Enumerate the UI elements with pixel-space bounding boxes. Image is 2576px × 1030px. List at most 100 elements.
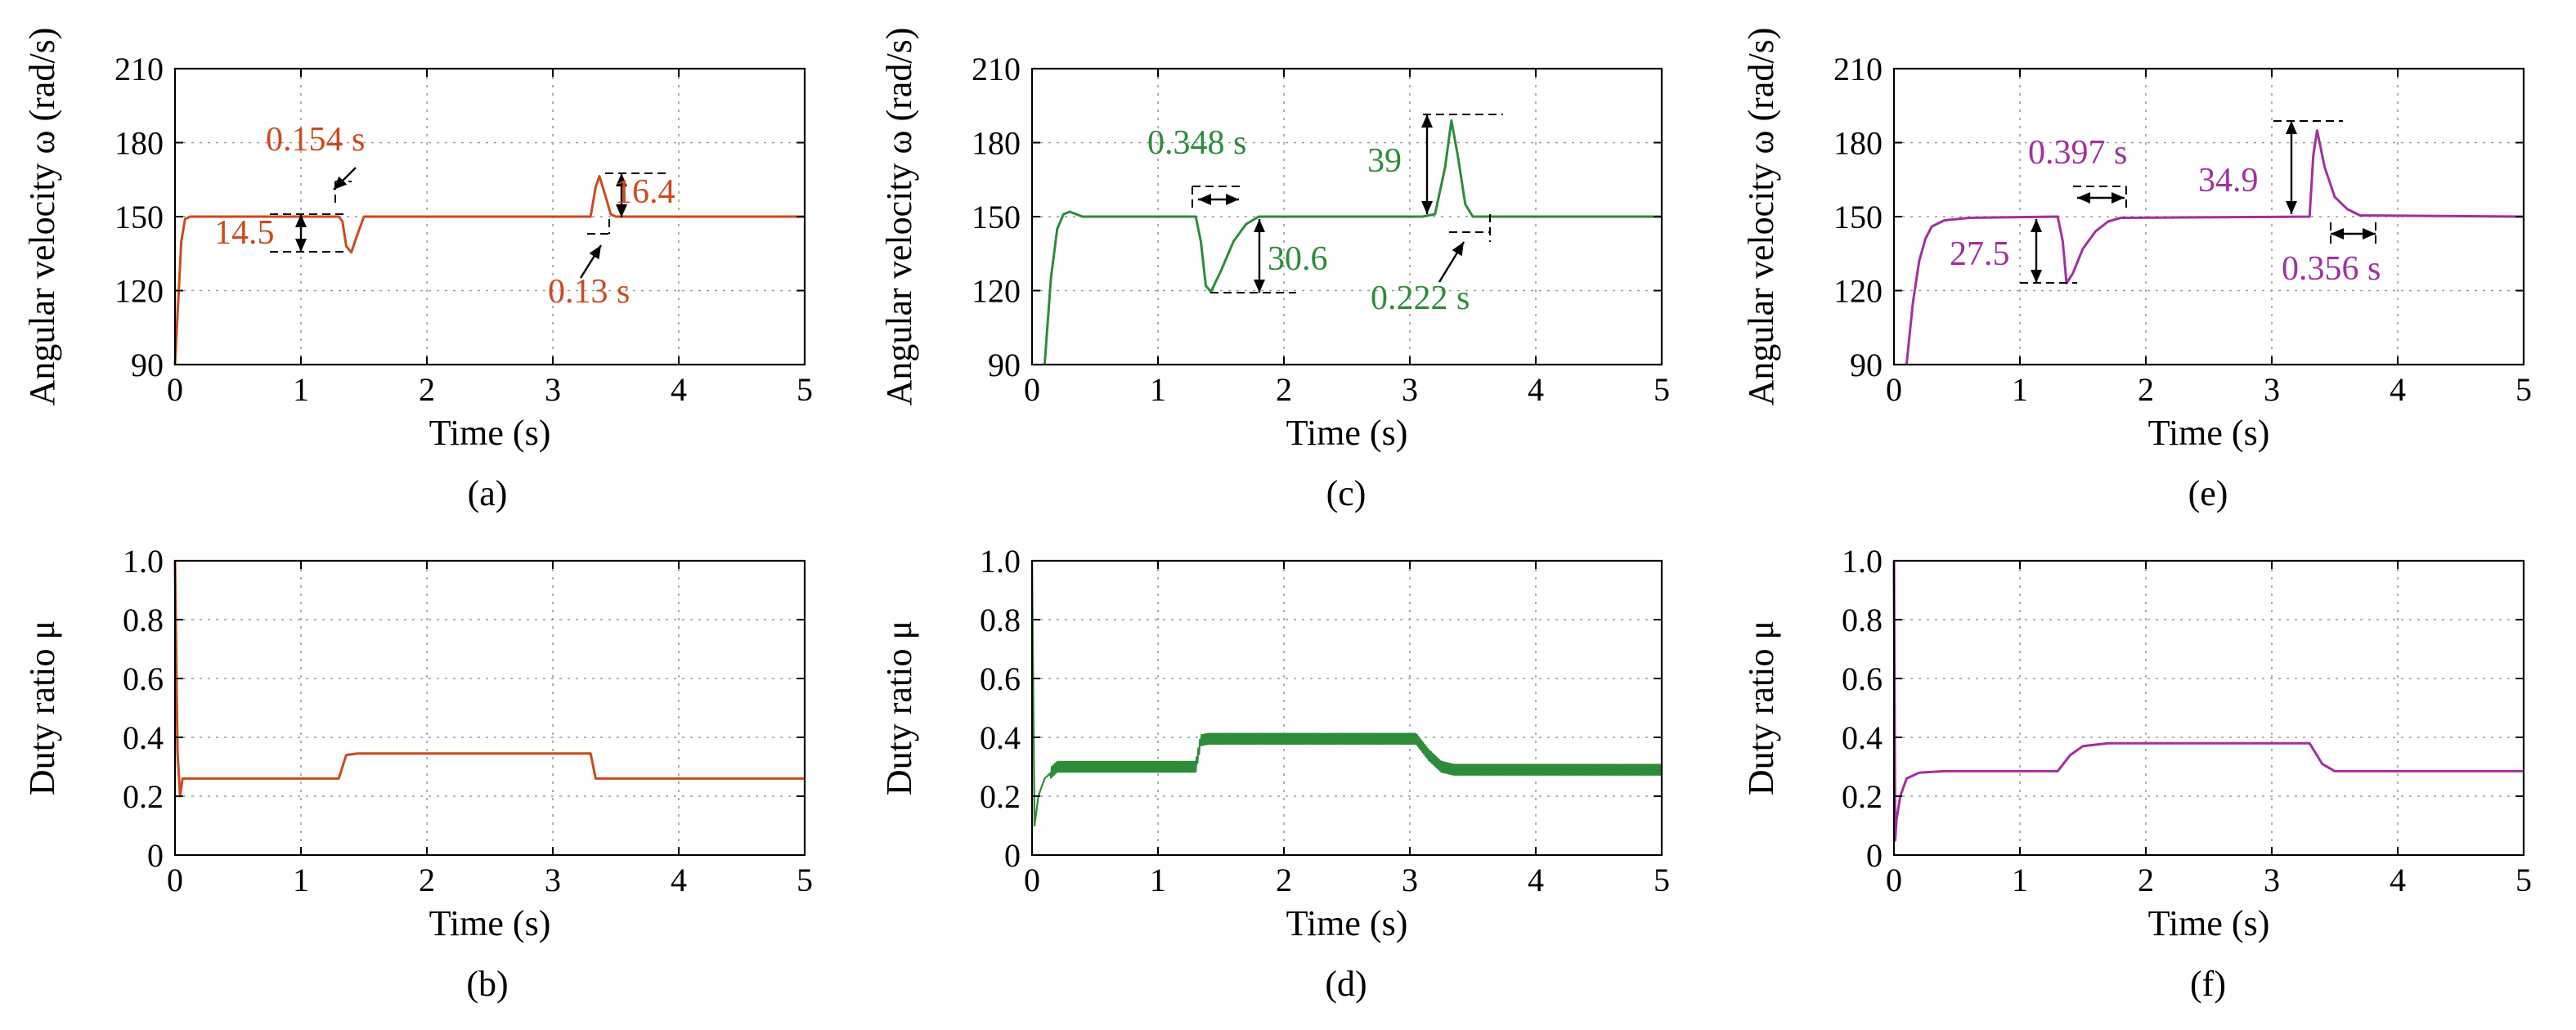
y-axis-title: Angular velocity ω (rad/s) — [1741, 28, 1781, 406]
annotation: 0.397 s — [2028, 134, 2127, 211]
x-tick-label: 0 — [167, 862, 183, 898]
arrow-head — [1452, 242, 1464, 257]
panel-label: (b) — [466, 964, 508, 1004]
annotation: 34.9 — [2198, 120, 2343, 214]
x-tick-label: 3 — [2264, 371, 2280, 408]
annotation-label: 0.397 s — [2028, 134, 2127, 172]
annotation-label: 34.9 — [2198, 162, 2259, 199]
annotation-label: 0.356 s — [2282, 250, 2381, 288]
annotation: 0.348 s — [1147, 124, 1246, 211]
x-tick-label: 3 — [545, 862, 561, 898]
y-tick-label: 180 — [1833, 125, 1883, 162]
annotation-label: 0.348 s — [1147, 124, 1246, 162]
x-tick-label: 2 — [2138, 371, 2154, 408]
y-tick-label: 120 — [972, 273, 1021, 310]
x-tick-label: 0 — [1024, 371, 1040, 408]
x-tick-label: 2 — [2138, 862, 2154, 898]
annotation: 0.356 s — [2282, 222, 2381, 288]
annotation: 27.5 — [1950, 219, 2077, 284]
y-tick-label: 210 — [972, 51, 1021, 87]
x-tick-label: 1 — [2012, 862, 2028, 898]
y-tick-label: 1.0 — [980, 543, 1021, 580]
series-line — [173, 175, 805, 365]
annotation: 0.154 s — [266, 121, 365, 204]
x-tick-label: 3 — [2264, 862, 2280, 898]
arrow-head — [2031, 270, 2042, 283]
x-tick-label: 0 — [1024, 862, 1040, 898]
y-tick-label: 0.6 — [980, 661, 1021, 697]
x-tick-label: 2 — [419, 371, 435, 408]
x-tick-label: 1 — [1150, 862, 1166, 898]
y-tick-label: 150 — [1833, 199, 1883, 235]
x-tick-label: 3 — [545, 371, 561, 408]
x-tick-label: 2 — [1276, 862, 1292, 898]
y-tick-label: 1.0 — [1842, 543, 1883, 580]
x-tick-label: 2 — [419, 862, 435, 898]
arrow-head — [2363, 228, 2376, 240]
annotation: 0.222 s — [1371, 214, 1491, 317]
plot-frame — [1892, 559, 2525, 857]
series-line — [1905, 129, 2524, 365]
y-tick-label: 0.8 — [1842, 602, 1883, 638]
annotation-label: 0.154 s — [266, 121, 365, 159]
arrow-head — [589, 245, 601, 260]
panel-b: 0 1 2 3 4 5 0 0.2 0.4 0.6 0.8 1.0 Time (s) Duty ratio… — [22, 543, 813, 1004]
x-tick-label: 5 — [797, 371, 813, 408]
arrow-head — [295, 214, 307, 227]
x-tick-label: 4 — [671, 862, 687, 898]
annotation: 0.13 s — [548, 219, 630, 311]
arrow-head — [2112, 192, 2125, 204]
x-tick-label: 4 — [1528, 862, 1544, 898]
y-tick-label: 0.6 — [1842, 661, 1883, 697]
y-tick-label: 0.2 — [980, 778, 1021, 815]
panel-d: 0 1 2 3 4 5 0 0.2 0.4 0.6 0.8 1.0 Time (s) Duty ratio… — [879, 543, 1670, 1004]
x-tick-label: 5 — [2515, 371, 2532, 408]
arrow-head — [1198, 194, 1211, 205]
arrow-head — [2286, 121, 2297, 134]
y-tick-label: 90 — [988, 347, 1021, 383]
y-axis-title: Duty ratio μ — [1741, 620, 1781, 795]
x-tick-label: 0 — [1886, 371, 1902, 408]
arrow-head — [1226, 194, 1239, 205]
y-axis-title: Duty ratio μ — [879, 620, 919, 795]
x-tick-label: 2 — [1276, 371, 1292, 408]
arrow-head — [616, 204, 627, 217]
y-tick-label: 150 — [114, 199, 164, 235]
x-axis-title: Time (s) — [1286, 413, 1408, 453]
x-tick-label: 5 — [797, 862, 813, 898]
arrow-head — [1254, 280, 1265, 293]
x-tick-label: 3 — [1402, 371, 1418, 408]
panel-label: (e) — [2188, 473, 2228, 513]
y-tick-label: 1.0 — [123, 543, 164, 580]
arrow-head — [2331, 228, 2344, 240]
annotation: 30.6 — [1210, 219, 1328, 293]
arrow-head — [1421, 114, 1433, 128]
arrow-head — [334, 176, 348, 190]
annotation-label: 16.4 — [615, 173, 675, 211]
x-axis-title: Time (s) — [429, 413, 551, 453]
plot-frame — [173, 559, 806, 857]
x-tick-label: 4 — [2390, 862, 2406, 898]
x-tick-label: 0 — [167, 371, 183, 408]
x-axis-title: Time (s) — [2148, 413, 2270, 453]
y-axis-title: Angular velocity ω (rad/s) — [22, 28, 62, 406]
y-tick-label: 210 — [114, 51, 164, 87]
y-tick-label: 0 — [1866, 837, 1883, 874]
arrow-head — [616, 173, 627, 186]
y-axis-title: Angular velocity ω (rad/s) — [879, 28, 919, 406]
x-axis-title: Time (s) — [2148, 903, 2270, 943]
y-tick-label: 0.8 — [123, 602, 164, 638]
arrow-head — [295, 239, 307, 252]
y-tick-label: 120 — [1833, 273, 1883, 310]
y-tick-label: 0.6 — [123, 661, 164, 697]
annotation-label: 14.5 — [214, 214, 275, 252]
x-tick-label: 1 — [293, 862, 309, 898]
series-line — [1892, 560, 2524, 842]
y-tick-label: 0.4 — [1842, 719, 1883, 756]
arrow-head — [1254, 219, 1265, 232]
annotation-label: 0.222 s — [1371, 280, 1470, 317]
annotation-label: 39 — [1367, 142, 1402, 180]
panel-label: (a) — [468, 473, 508, 513]
panel-label: (f) — [2190, 964, 2226, 1004]
